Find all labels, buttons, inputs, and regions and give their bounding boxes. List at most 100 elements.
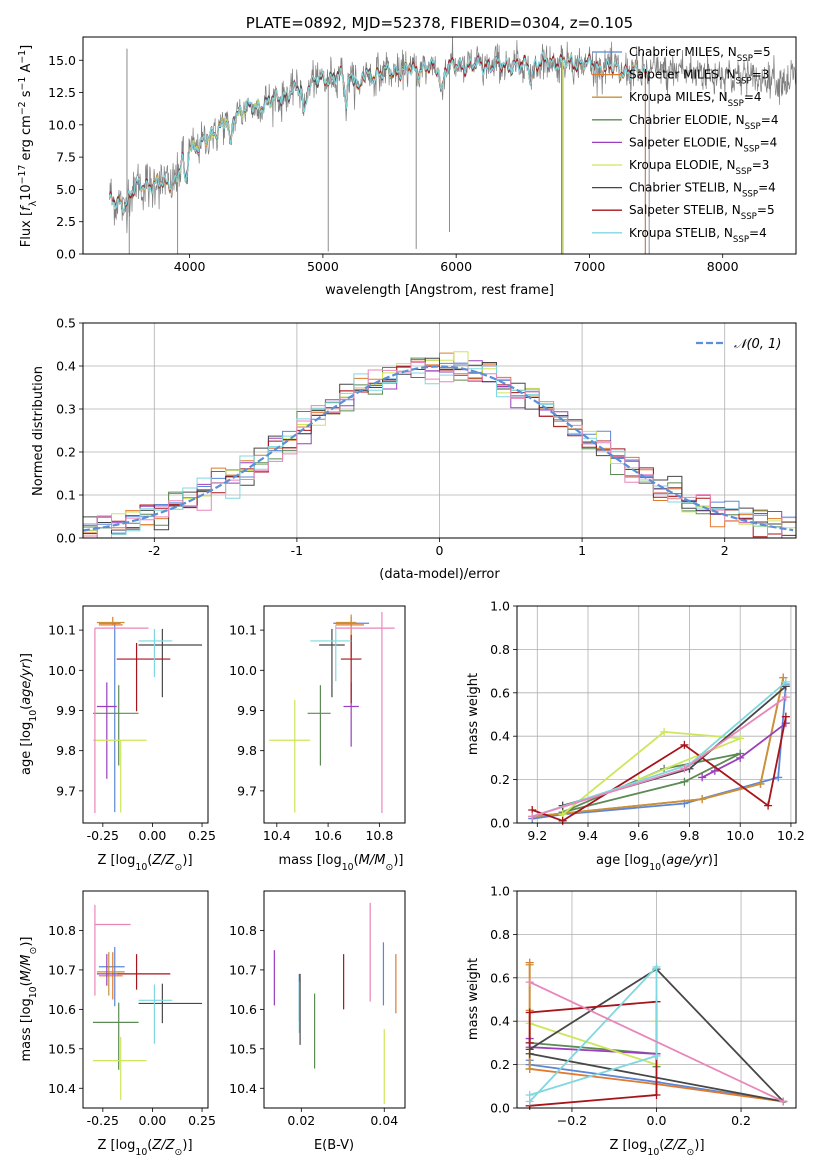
label-part: )] — [182, 1138, 192, 1153]
x-tick-label: 10.0 — [726, 828, 754, 843]
y-tick-label: 0.8 — [490, 927, 510, 942]
legend-entry: Chabrier ELODIE, NSSP=4 — [629, 113, 778, 132]
label-part: 10 — [19, 184, 34, 201]
label-part: Salpeter MILES, N — [629, 68, 736, 82]
model-line-salpeter_stelib — [109, 53, 650, 216]
label-part: Kroupa MILES, N — [629, 90, 728, 104]
label-part: SSP — [745, 122, 761, 132]
y-tick-label: 9.8 — [56, 743, 76, 758]
label-part: SSP — [736, 77, 752, 87]
x-axis-label: Z [log10(Z/Z⊙)] — [609, 1138, 704, 1158]
y-tick-label: 0.5 — [56, 316, 76, 331]
legend-entry: Kroupa ELODIE, NSSP=3 — [629, 158, 769, 177]
y-tick-label: 0.6 — [490, 970, 510, 985]
x-tick-label: 9.6 — [629, 828, 649, 843]
age-vs-mass-panel: 10.4 10.6 10.8 9.7 9.8 9.9 10.0 10.1 mass [log10… — [229, 605, 406, 873]
x-tick-label: 10.6 — [314, 828, 342, 843]
label-part: f — [19, 204, 34, 211]
axes-frame — [82, 605, 209, 824]
x-tick-label: 10.4 — [263, 828, 291, 843]
plot-area — [92, 616, 203, 813]
label-part: =4 — [758, 181, 776, 195]
x-tick-label: 0.00 — [139, 828, 167, 843]
y-tick-label: 10.6 — [229, 1002, 257, 1017]
label-part: Salpeter STELIB, N — [629, 203, 741, 217]
y-axis-label: mass weight — [466, 673, 481, 755]
x-tick-label: 10.2 — [777, 828, 805, 843]
mass-weight-vs-age-panel: 9.2 9.4 9.6 9.8 10.0 10.2 0.0 0.2 0.4 0.6 0.8 1.0 ag… — [466, 599, 805, 873]
x-tick-label: -0.25 — [87, 1113, 119, 1128]
label-part: Z [log — [97, 853, 135, 868]
y-tick-label: 12.5 — [48, 85, 76, 100]
mass-vs-ebv-panel: 0.02 0.04 10.4 10.5 10.6 10.7 10.8 E(B-V) — [229, 890, 406, 1153]
spectrum-panel: 4000 5000 6000 7000 8000 0.0 2.5 5.0 7.5 10.0 12.5… — [17, 14, 797, 298]
legend-entry: Salpeter MILES, NSSP=3 — [629, 68, 769, 87]
label-part: −1 — [17, 50, 28, 64]
plot-area — [525, 958, 788, 1110]
label-part: age [log — [19, 722, 34, 775]
label-part: Z/Z — [663, 1138, 687, 1153]
x-tick-label: 2 — [721, 543, 729, 558]
label-part: 10 — [135, 862, 147, 873]
label-part: 10 — [342, 862, 354, 873]
y-tick-label: 1.0 — [490, 884, 510, 899]
plot-area — [528, 673, 790, 825]
label-part: SSP — [728, 99, 744, 109]
label-part: mass [log — [279, 853, 342, 868]
data-point-marker — [525, 1090, 534, 1099]
x-axis-label: (data-model)/error — [379, 567, 500, 582]
x-tick-label: 0.25 — [188, 828, 216, 843]
x-tick-label: 7000 — [574, 259, 606, 274]
data-point-marker — [525, 978, 534, 987]
data-point-marker — [652, 962, 661, 971]
data-point-marker — [698, 773, 707, 782]
plot-area — [92, 904, 203, 1101]
axes-frame — [516, 605, 797, 824]
data-point-marker — [779, 673, 788, 682]
axes-frame — [516, 890, 797, 1109]
x-tick-label: 1 — [578, 543, 586, 558]
x-tick-label: 0.0 — [647, 1113, 667, 1128]
label-part: Z [log — [97, 1138, 135, 1153]
data-point-marker — [736, 734, 745, 743]
data-point-marker — [680, 740, 689, 749]
label-part: ⊙ — [175, 1147, 183, 1158]
y-tick-label: 10.0 — [48, 117, 76, 132]
data-point-marker — [756, 779, 765, 788]
label-part: Chabrier STELIB, N — [629, 181, 742, 195]
label-part: Kroupa ELODIE, N — [629, 158, 736, 172]
data-point-marker — [528, 812, 537, 821]
age-vs-metallicity-panel: -0.25 0.00 0.259.79.89.910.010.1Z [log10(Z… — [19, 605, 216, 873]
x-tick-label: 0.00 — [139, 1113, 167, 1128]
y-tick-label: 10.5 — [229, 1041, 257, 1056]
x-axis-label: Z [log10(Z/Z⊙)] — [97, 853, 192, 873]
x-tick-label: 0.25 — [188, 1113, 216, 1128]
y-tick-label: 0.0 — [490, 1101, 510, 1116]
label-part: Salpeter ELODIE, N — [629, 135, 743, 149]
label-part: SSP — [743, 144, 759, 154]
data-point-marker — [652, 1051, 661, 1060]
label-part: Flux [ — [19, 211, 34, 247]
y-axis-label: mass [log10(M/M⊙)] — [19, 937, 39, 1062]
label-part: 10 — [28, 986, 39, 998]
label-part: age/yr — [19, 661, 34, 704]
data-point-marker — [680, 777, 689, 786]
y-tick-label: 10.0 — [229, 663, 257, 678]
x-tick-label: 5000 — [307, 259, 339, 274]
label-part: =3 — [752, 158, 770, 172]
label-part: ( — [659, 1138, 664, 1153]
axes-frame — [263, 605, 406, 824]
data-point-marker — [698, 795, 707, 804]
legend-entry: 𝒩(0, 1) — [734, 337, 781, 352]
y-tick-label: 2.5 — [56, 214, 76, 229]
series-line-chabrier_elodie — [529, 1042, 658, 1067]
gaussian-curve — [83, 365, 794, 532]
data-point-marker — [525, 1064, 534, 1073]
label-part: Chabrier ELODIE, N — [629, 113, 745, 127]
label-part: SSP — [736, 167, 752, 177]
label-part: Kroupa STELIB, N — [629, 226, 733, 240]
label-part: =3 — [752, 68, 770, 82]
data-point-marker — [781, 693, 790, 702]
label-part: )] — [708, 853, 718, 868]
y-tick-label: 10.1 — [229, 623, 257, 638]
